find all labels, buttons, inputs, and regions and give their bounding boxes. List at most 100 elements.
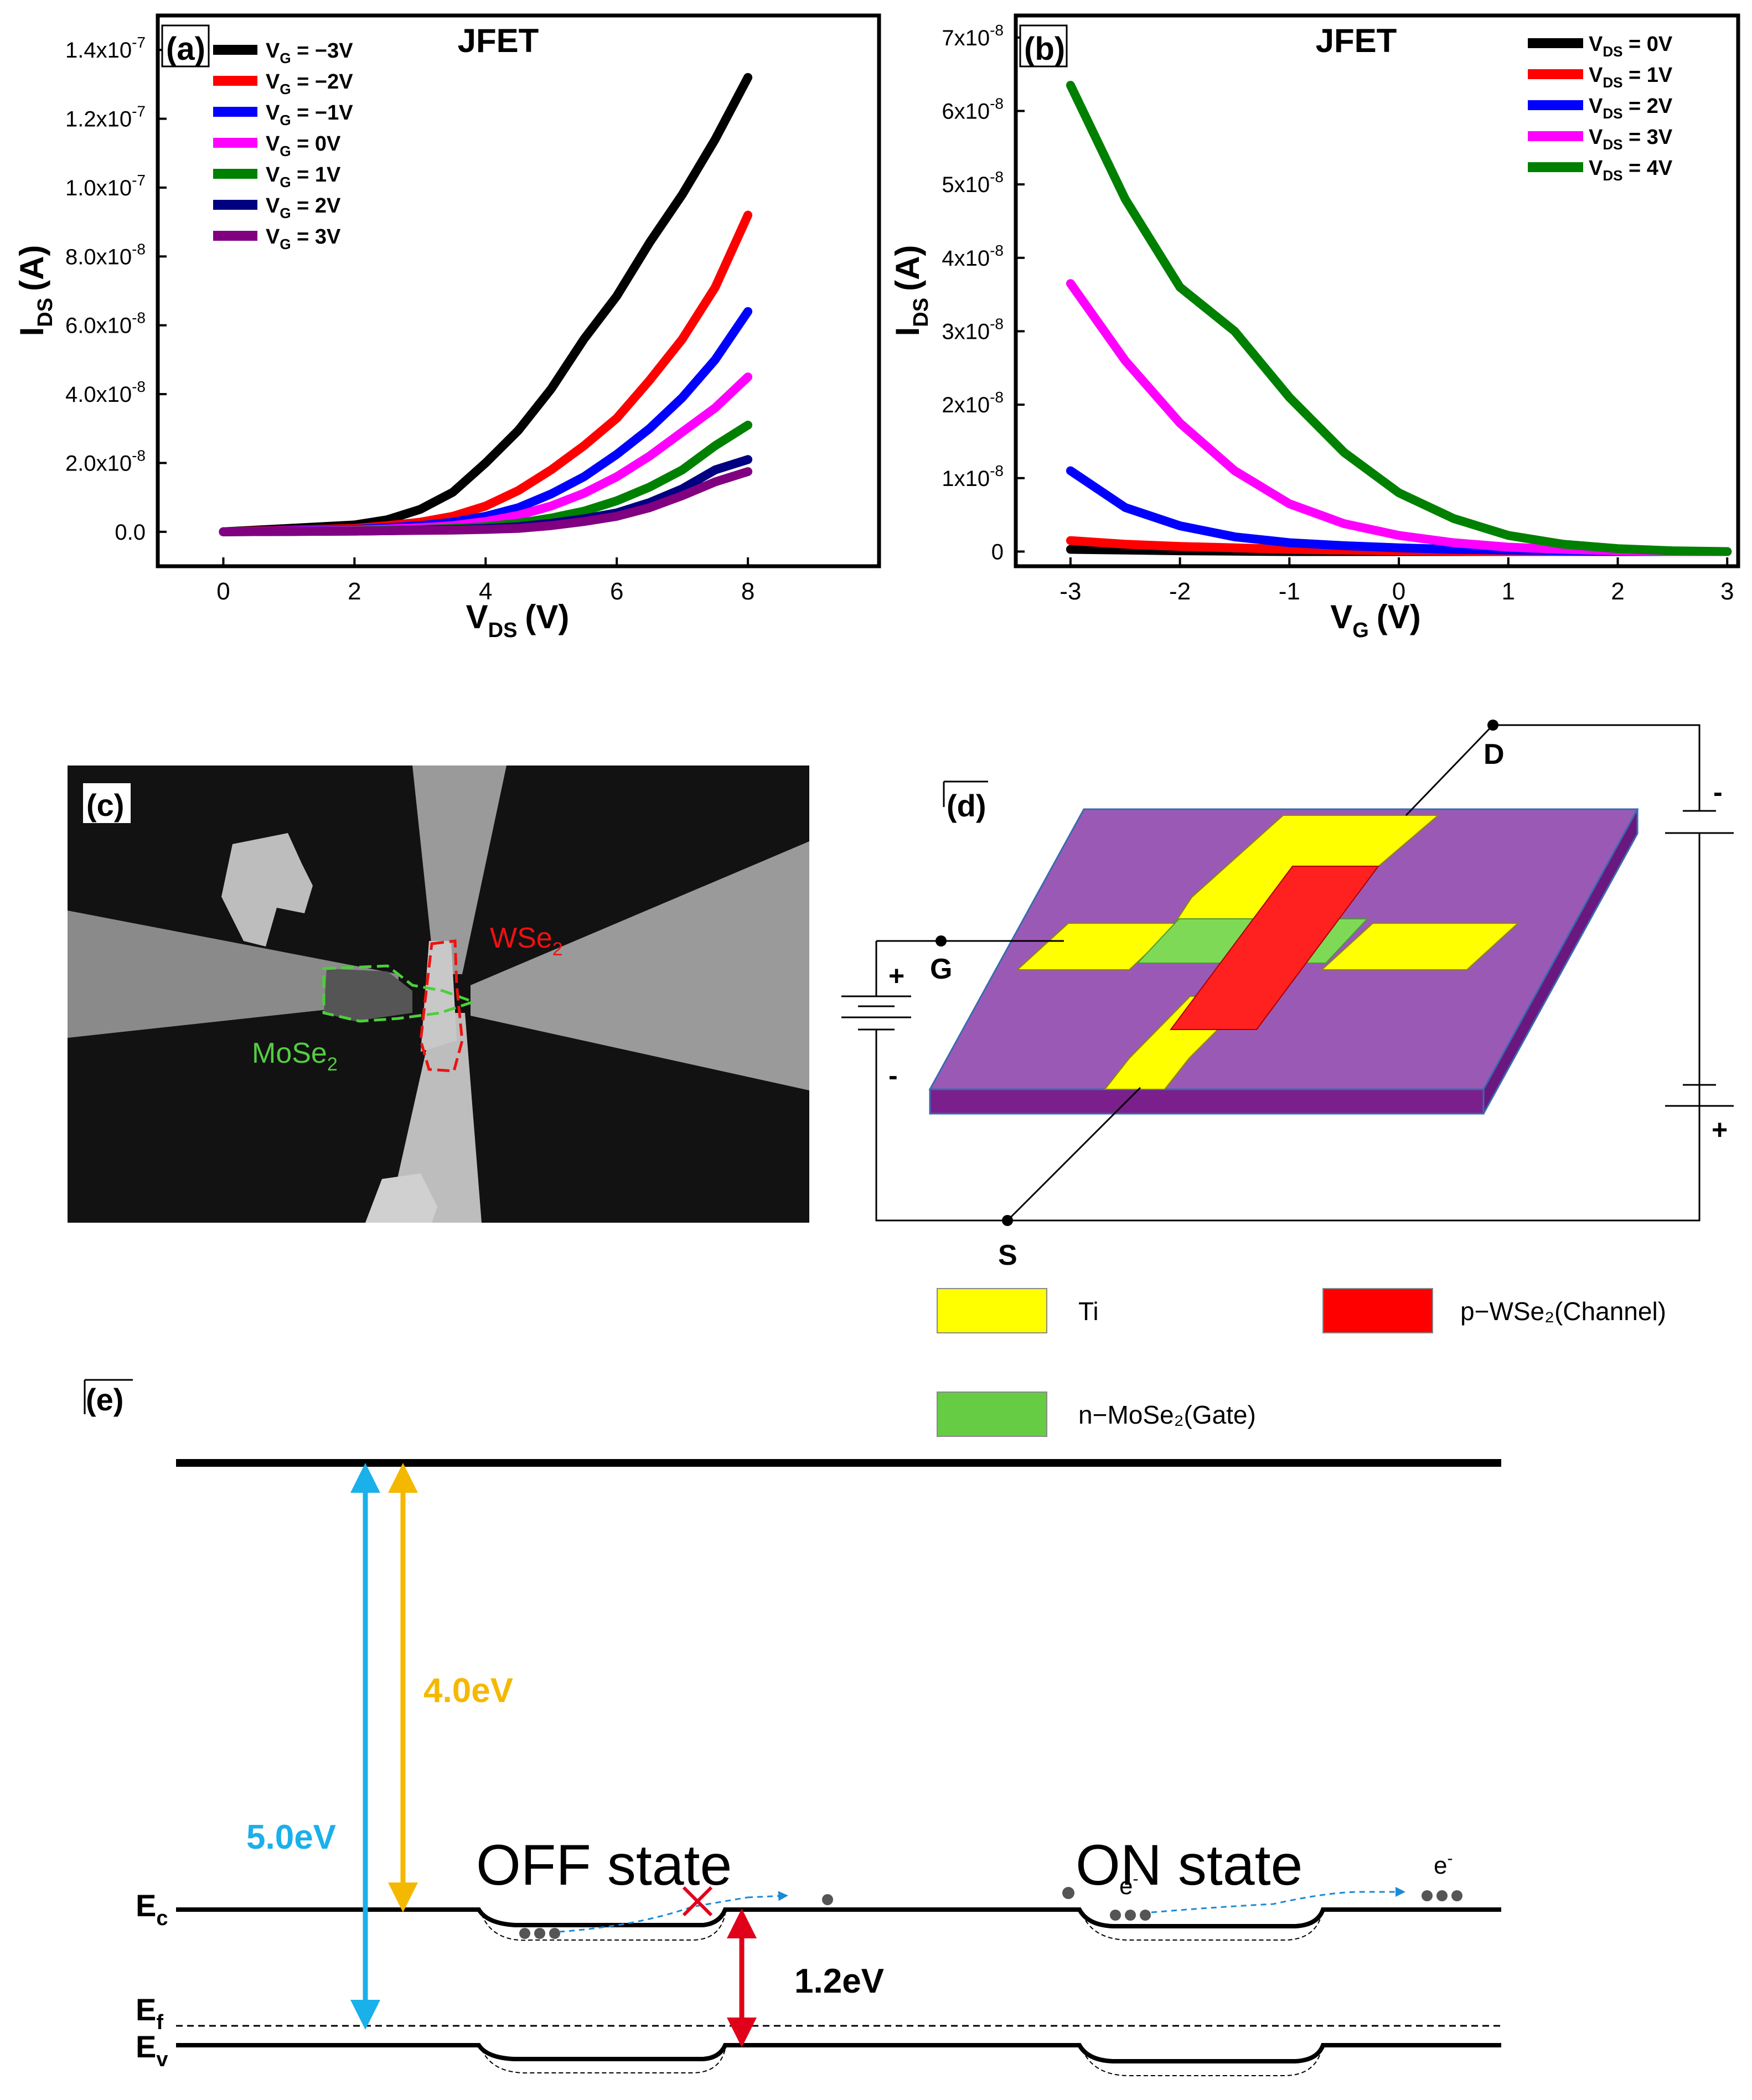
electron-label-on-left: e- — [1119, 1870, 1138, 1900]
y-tick-label: 0.0 — [115, 520, 146, 545]
series-line-3 — [1066, 279, 1732, 556]
x-tick-label: -3 — [1060, 578, 1081, 605]
conduction-band-dashed-on — [1082, 1913, 1322, 1941]
legend-entry: VDS = 2V — [1589, 95, 1673, 122]
x-tick-label: 4 — [479, 578, 492, 605]
electron — [519, 1928, 530, 1939]
electron-label-on-right: e- — [1434, 1849, 1453, 1879]
wse2-label: WSe2 — [490, 922, 563, 960]
mose2-flake — [324, 969, 412, 1021]
x-tick-label: 2 — [348, 578, 361, 605]
x-tick-label: 0 — [216, 578, 230, 605]
wire-source-lead — [1006, 1087, 1141, 1222]
y-tick-label: 4.0x10-8 — [65, 378, 146, 407]
legend-entry: VG = 0V — [266, 132, 341, 159]
y-axis-label-b: IDS(A) — [889, 245, 933, 337]
gate-battery-plus: + — [888, 960, 905, 991]
panel-label-a: (a) — [166, 31, 205, 67]
legend-wse2-label: p−WSe₂(Channel) — [1460, 1297, 1666, 1326]
legend-ti-label: Ti — [1078, 1297, 1099, 1326]
x-axis-label-a: VDS (V) — [466, 598, 570, 642]
y-tick-label: 6x10-8 — [942, 95, 1004, 123]
panel-label-box-b — [1019, 24, 1068, 68]
conduction-band-dashed — [481, 1913, 726, 1941]
legend-entry: VDS = 1V — [1589, 64, 1673, 91]
gate-battery-minus: - — [888, 1060, 898, 1091]
legend-entry: VG = −3V — [266, 39, 353, 66]
legend-mose2-swatch — [937, 1392, 1047, 1437]
x-tick-label: 2 — [1611, 578, 1624, 605]
wse2-flake — [421, 941, 457, 1052]
drain-battery-plus: + — [1712, 1114, 1728, 1145]
electron — [1062, 1887, 1074, 1899]
plot-frame-b — [1014, 13, 1740, 568]
x-tick-label: 6 — [610, 578, 623, 605]
label-1-2ev: 1.2eV — [794, 1962, 884, 2000]
axis-ticks-a: 0 2 4 6 8 0.0 2.0x10-8 4.0x10-8 6.0x10-8 8.0x10-8… — [65, 34, 754, 605]
terminal-d-label: D — [1484, 738, 1505, 770]
y-tick-label: 8.0x10-8 — [65, 240, 146, 269]
ec-label: Ec — [136, 1888, 168, 1930]
y-tick-label: 6.0x10-8 — [65, 309, 146, 338]
panel-label-b: (b) — [1024, 31, 1065, 67]
electron — [534, 1928, 545, 1939]
electron — [1451, 1890, 1462, 1901]
chart-title-b: JFET — [1316, 22, 1397, 59]
legend-entry: VG = 3V — [266, 225, 341, 252]
battery-gate — [841, 995, 911, 1031]
mose2-outline — [322, 964, 478, 1023]
wire-drain — [1405, 724, 1701, 816]
legend-entry: VDS = 3V — [1589, 126, 1673, 153]
panel-c-micrograph: (c) WSe2 MoSe2 — [68, 765, 809, 1223]
substrate-front — [929, 1088, 1485, 1115]
valence-band-dashed-on — [1082, 2049, 1322, 2076]
off-state-label: OFF state — [476, 1833, 732, 1897]
blocked-path — [559, 1896, 748, 1933]
x-tick-label: 8 — [741, 578, 754, 605]
y-tick-label: 2.0x10-8 — [65, 447, 146, 475]
terminal-g-label: G — [930, 953, 952, 985]
legend-entry: VDS = 4V — [1589, 157, 1673, 184]
valence-band — [176, 2043, 1501, 2063]
x-tick-label: 3 — [1720, 578, 1734, 605]
x-tick-label: -1 — [1279, 578, 1300, 605]
series-line-1 — [219, 210, 753, 536]
electron — [1140, 1910, 1151, 1921]
terminal-s-label: S — [998, 1239, 1017, 1271]
conduction-path — [1151, 1887, 1405, 1913]
panel-label-box-a — [161, 24, 210, 68]
on-state-label: ON state — [1076, 1833, 1303, 1897]
terminal-dot-g — [936, 935, 947, 946]
legend-ti-swatch — [937, 1288, 1047, 1333]
y-tick-label: 4x10-8 — [942, 242, 1004, 271]
panel-label-d: (d) — [947, 788, 986, 823]
legend-mose2-label: n−MoSe₂(Gate) — [1078, 1400, 1256, 1429]
panel-b-chart: -3 -2 -1 0 1 2 3 0 1x10-8 2x10-8 3x10-8 4x10-8 5x10-… — [889, 13, 1740, 642]
x-tick-label: 0 — [1392, 578, 1405, 605]
electrode-right — [471, 841, 809, 1090]
panel-d-schematic: (d) — [841, 720, 1734, 1437]
panel-a-chart: 0 2 4 6 8 0.0 2.0x10-8 4.0x10-8 6.0x10-8 8.0x10-8… — [13, 13, 881, 642]
y-tick-label: 1.4x10-7 — [65, 34, 146, 63]
electron — [1110, 1910, 1121, 1921]
legend-a: VG = −3V VG = −2V VG = −1V VG = 0V VG = 1V VG… — [213, 39, 353, 252]
electron — [549, 1928, 560, 1939]
y-tick-label: 3x10-8 — [942, 315, 1004, 344]
wse2-channel-flake — [1170, 866, 1379, 1030]
y-tick-label: 7x10-8 — [942, 22, 1004, 50]
electrode-bottom — [387, 1013, 482, 1223]
electron — [1436, 1890, 1448, 1901]
micrograph-image — [68, 765, 809, 1223]
mose2-label: MoSe2 — [252, 1037, 338, 1075]
ti-electrode-right — [1320, 923, 1520, 970]
legend-b: VDS = 0V VDS = 1V VDS = 2V VDS = 3V VDS = 4V — [1528, 33, 1673, 184]
electron — [822, 1894, 833, 1905]
flake-bottom — [365, 1173, 437, 1223]
series-line-6 — [219, 467, 753, 536]
electrode-left — [68, 911, 399, 1038]
electron — [1125, 1910, 1136, 1921]
terminal-dot-d — [1487, 720, 1498, 731]
y-tick-label: 5x10-8 — [942, 168, 1004, 197]
chart-title-a: JFET — [458, 22, 539, 59]
